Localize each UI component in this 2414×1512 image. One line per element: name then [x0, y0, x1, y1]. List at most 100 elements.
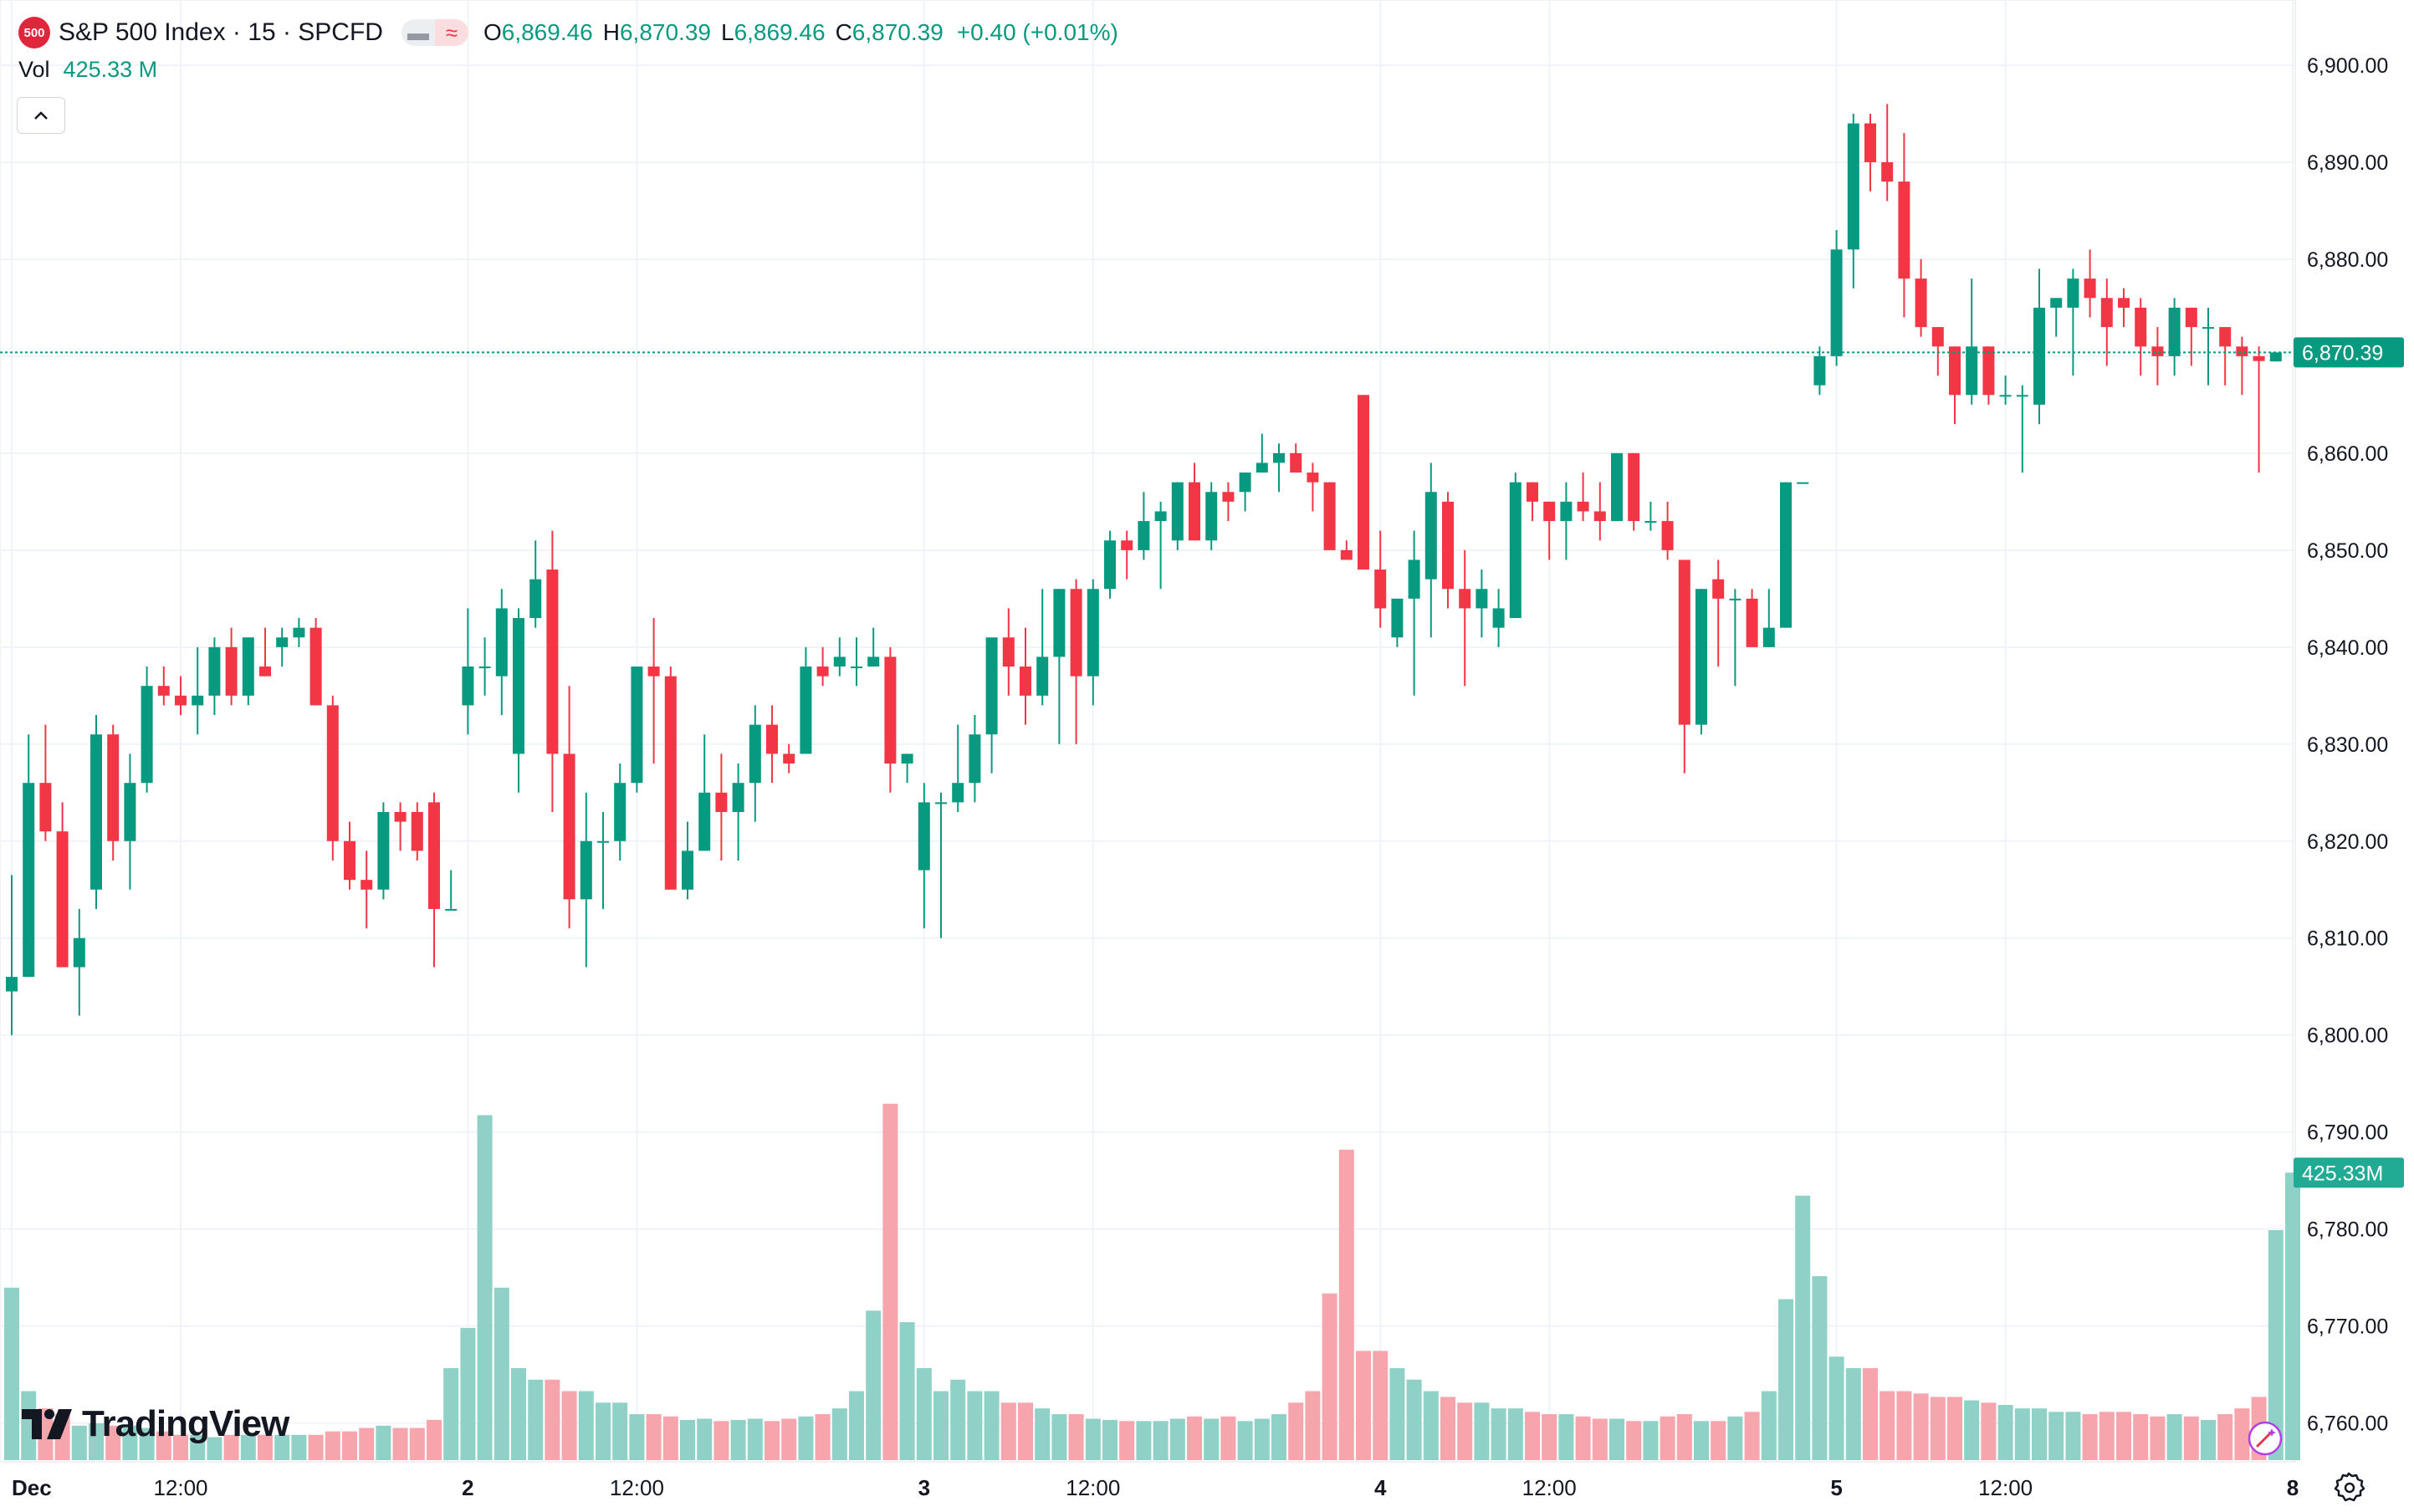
candle — [1307, 462, 1319, 512]
volume-bar — [612, 1402, 628, 1460]
candle — [1340, 540, 1353, 560]
volume-bar — [730, 1419, 746, 1460]
volume-bar — [1981, 1402, 1997, 1460]
candle — [1847, 113, 1859, 289]
candle — [361, 850, 373, 929]
volume-bar — [2217, 1414, 2233, 1460]
volume-bar — [1507, 1408, 1523, 1460]
volume-bar — [1542, 1414, 1557, 1460]
candle — [631, 667, 643, 793]
time-tick-label: 12:00 — [1978, 1475, 2033, 1500]
candle — [749, 705, 761, 822]
magic-wand-icon[interactable] — [2247, 1420, 2284, 1457]
volume-bar — [359, 1428, 375, 1460]
volume-bar — [2065, 1412, 2081, 1460]
volume-bar — [207, 1437, 222, 1460]
volume-bar — [477, 1115, 493, 1460]
volume-bar — [1592, 1418, 1608, 1460]
volume-bar — [765, 1421, 780, 1460]
volume-bar — [2150, 1416, 2166, 1460]
price-tick-label: 6,900.00 — [2307, 54, 2388, 78]
volume-bar — [1338, 1149, 1354, 1460]
volume-bar — [427, 1419, 442, 1460]
volume-bar — [1305, 1391, 1321, 1460]
volume-bar — [173, 1434, 188, 1460]
volume-bar — [1863, 1368, 1878, 1460]
volume-bar — [1271, 1414, 1286, 1460]
candle — [293, 618, 305, 647]
settings-gear-icon[interactable] — [2332, 1470, 2365, 1504]
candle — [1999, 375, 2012, 405]
candle — [1053, 589, 1066, 744]
price-tick-label: 6,760.00 — [2307, 1412, 2388, 1436]
volume-bar — [849, 1391, 864, 1460]
candle — [1881, 104, 1894, 202]
tradingview-logo[interactable]: TradingView — [22, 1403, 289, 1445]
candle — [985, 637, 998, 774]
candle — [2050, 298, 2063, 337]
volume-bar — [240, 1434, 256, 1460]
candle — [73, 908, 85, 1016]
ohlc-values: O6,869.46 H6,870.39 L6,869.46 C6,870.39 — [483, 19, 944, 45]
candle — [816, 646, 829, 687]
volume-bar — [376, 1425, 391, 1460]
candle — [1442, 492, 1454, 609]
candle — [614, 763, 627, 861]
candle — [23, 734, 35, 978]
symbol-title[interactable]: S&P 500 Index · 15 · SPCFD — [59, 18, 383, 46]
volume-bar — [2133, 1414, 2149, 1460]
candle — [2168, 298, 2181, 376]
volume-bar — [1795, 1195, 1811, 1460]
volume-label: Vol — [18, 57, 50, 82]
candle — [1864, 113, 1876, 192]
volume-bar — [1812, 1276, 1828, 1460]
volume-bar — [882, 1103, 898, 1460]
candle — [1797, 482, 1809, 484]
volume-bar — [984, 1391, 1000, 1460]
candle — [1070, 579, 1082, 744]
candle — [1459, 549, 1471, 687]
candle — [1290, 443, 1302, 473]
volume-bar — [71, 1425, 87, 1460]
volume-bar — [2048, 1412, 2064, 1460]
volume-bar — [1204, 1418, 1220, 1460]
collapse-legend-button[interactable] — [17, 97, 65, 134]
candle — [2100, 278, 2113, 366]
volume-bar — [274, 1434, 290, 1460]
volume-bar — [1288, 1402, 1304, 1460]
candle — [1949, 346, 1961, 425]
candle — [242, 637, 254, 706]
time-tick-label: 12:00 — [1066, 1475, 1120, 1500]
candle — [1746, 589, 1758, 647]
candle — [2269, 352, 2282, 362]
status-pills[interactable]: ▬ ≈ — [401, 19, 468, 46]
volume-bar — [1085, 1418, 1101, 1460]
volume-bar — [1711, 1421, 1726, 1460]
volume-bar — [1525, 1412, 1540, 1460]
volume-bar — [1896, 1391, 1912, 1460]
symbol-legend[interactable]: 500 S&P 500 Index · 15 · SPCFD ▬ ≈ O6,86… — [18, 17, 1118, 49]
candle — [918, 783, 930, 929]
market-closed-icon[interactable]: ▬ — [401, 19, 435, 46]
approx-data-icon[interactable]: ≈ — [434, 19, 468, 46]
candle — [1476, 570, 1488, 638]
candle — [1036, 589, 1049, 706]
price-tick-label: 6,810.00 — [2307, 927, 2388, 951]
price-tick-label: 6,830.00 — [2307, 733, 2388, 757]
volume-bar — [2183, 1416, 2199, 1460]
candle — [698, 734, 711, 851]
candle — [901, 753, 913, 784]
volume-bar — [2285, 1172, 2300, 1460]
volume-legend[interactable]: Vol 425.33 M — [18, 57, 157, 83]
volume-bar — [1778, 1299, 1793, 1460]
time-tick-label: 4 — [1374, 1475, 1387, 1500]
candle — [800, 646, 812, 754]
volume-bar — [1626, 1421, 1642, 1460]
volume-bar — [156, 1431, 171, 1460]
last-volume-label: 425.33M — [2302, 1162, 2383, 1185]
volume-bar — [1119, 1421, 1135, 1460]
volume-bar — [1102, 1419, 1117, 1460]
candle — [1138, 492, 1150, 560]
candle — [6, 875, 18, 1035]
